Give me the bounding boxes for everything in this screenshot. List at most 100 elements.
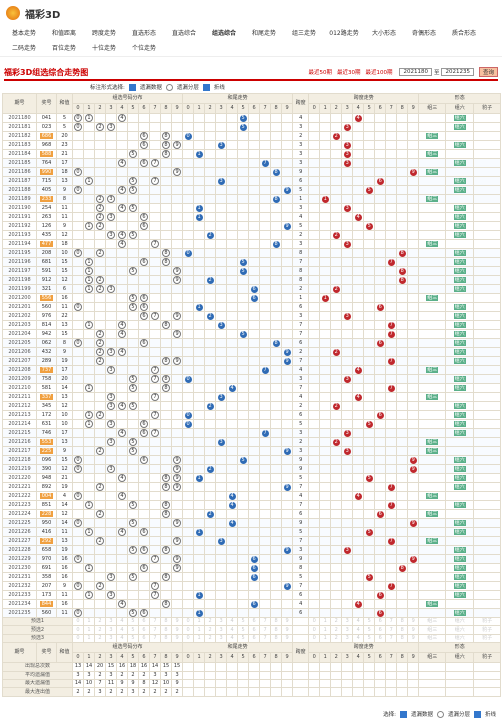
nav-item[interactable]: 基本走势 xyxy=(11,30,36,37)
span-cell xyxy=(374,284,387,294)
span-cell xyxy=(319,221,332,231)
span-cell xyxy=(374,203,387,213)
nav-item[interactable]: 个位走势 xyxy=(131,45,156,52)
ball: 0 xyxy=(74,609,82,617)
data-row: 2021204 942 15 2 4 9 5 7 7 组六 xyxy=(2,329,502,339)
dist-cell xyxy=(127,392,139,402)
tail-cell xyxy=(193,194,206,204)
checkbox[interactable] xyxy=(202,83,210,91)
sum: 6 xyxy=(56,284,73,294)
dist-cell xyxy=(160,527,172,537)
nav-item[interactable]: 十位走势 xyxy=(91,45,116,52)
dist-cell: 7 xyxy=(149,239,161,249)
form-tag: 组六 xyxy=(453,609,466,616)
dist-cell: 1 xyxy=(83,410,95,420)
tail-cell xyxy=(259,176,272,186)
form-cell xyxy=(473,455,502,465)
ball: 1 xyxy=(195,591,203,599)
number-text: 225 xyxy=(39,447,54,454)
issue: 2021192 xyxy=(2,221,37,231)
span-cell xyxy=(396,527,409,537)
checkbox[interactable] xyxy=(165,83,173,91)
number: 208 xyxy=(36,248,57,258)
nav-item[interactable]: 二码走势 xyxy=(11,45,36,52)
span-cell: 5 xyxy=(363,527,376,537)
checkbox[interactable] xyxy=(128,83,136,91)
blank xyxy=(385,662,398,672)
blank xyxy=(330,662,343,672)
tail-cell xyxy=(193,230,206,240)
tail-cell xyxy=(270,212,283,222)
span: 7 xyxy=(292,356,310,366)
span-cell xyxy=(352,311,365,321)
tail-cell xyxy=(182,266,195,276)
dist-cell xyxy=(94,527,106,537)
nav-item[interactable]: 直选综合 xyxy=(171,30,196,37)
ball: 6 xyxy=(140,528,148,536)
tail-cell xyxy=(237,284,250,294)
nav-item[interactable]: 和尾走势 xyxy=(251,30,276,37)
ball: 3 xyxy=(107,195,115,203)
nav-item[interactable]: 大小形态 xyxy=(371,30,396,37)
tail-cell xyxy=(281,608,294,618)
span: 1 xyxy=(292,293,310,303)
dist-cell: 9 xyxy=(170,311,184,321)
span-cell xyxy=(385,599,398,609)
nav-item[interactable]: 012路走势 xyxy=(329,30,359,37)
span-cell: 7 xyxy=(385,581,398,591)
tail-cell xyxy=(237,509,250,519)
nav-item[interactable]: 质合形态 xyxy=(451,30,476,37)
span-cell xyxy=(319,284,332,294)
span-cell xyxy=(396,221,409,231)
dist-cell xyxy=(83,248,95,258)
nav-item[interactable]: 跨度走势 xyxy=(91,30,116,37)
range-from[interactable]: 2021180 xyxy=(399,68,432,76)
tail-cell xyxy=(237,608,250,618)
tail-cell: 8 xyxy=(270,194,283,204)
form-cell: 组六 xyxy=(445,500,475,510)
issue: 2021185 xyxy=(2,158,37,168)
nav-item[interactable]: 和值距离 xyxy=(51,30,76,37)
span-cell xyxy=(352,518,365,528)
tail-cell xyxy=(259,275,272,285)
sum: 21 xyxy=(56,149,73,159)
quick-link[interactable]: 最近50期 xyxy=(308,70,332,76)
span-cell xyxy=(319,356,332,366)
span-cell xyxy=(330,140,343,150)
range-to[interactable]: 2021235 xyxy=(441,68,474,76)
digit-header: 6 xyxy=(248,103,261,114)
quick-link[interactable]: 最近100期 xyxy=(365,70,393,76)
tail-cell xyxy=(248,203,261,213)
nav-item[interactable]: 百位走势 xyxy=(51,45,76,52)
tail-cell xyxy=(237,230,250,240)
span-cell xyxy=(407,437,420,447)
nav-item[interactable]: 组选综合 xyxy=(211,30,236,37)
span-cell xyxy=(396,482,409,492)
span-cell xyxy=(385,275,398,285)
query-button[interactable]: 查询 xyxy=(478,67,498,77)
nav-item[interactable]: 组三走势 xyxy=(291,30,316,37)
checkbox[interactable] xyxy=(399,710,407,718)
span-cell xyxy=(396,329,409,339)
dist-cell xyxy=(94,563,106,573)
ball: 4 xyxy=(118,492,126,500)
quick-link[interactable]: 最近30期 xyxy=(336,70,361,76)
span-cell xyxy=(341,383,354,393)
tail-cell xyxy=(215,158,228,168)
number-text: 737 xyxy=(39,366,54,373)
tail-cell xyxy=(193,464,206,474)
checkbox[interactable] xyxy=(436,710,444,718)
form-cell: 组六 xyxy=(445,311,475,321)
span-cell xyxy=(363,356,376,366)
span-cell xyxy=(330,383,343,393)
nav-item[interactable]: 奇偶形态 xyxy=(411,30,436,37)
dist-cell: 2 xyxy=(94,329,106,339)
data-row: 2021180 041 5 0 1 4 5 4 4 组六 xyxy=(2,113,502,123)
dist-cell xyxy=(160,176,172,186)
span-cell xyxy=(308,536,321,546)
checkbox[interactable] xyxy=(473,710,481,718)
nav-item[interactable]: 直选形态 xyxy=(131,30,156,37)
span: 1 xyxy=(292,194,310,204)
ball: 3 xyxy=(107,573,115,581)
tail-cell xyxy=(226,392,239,402)
